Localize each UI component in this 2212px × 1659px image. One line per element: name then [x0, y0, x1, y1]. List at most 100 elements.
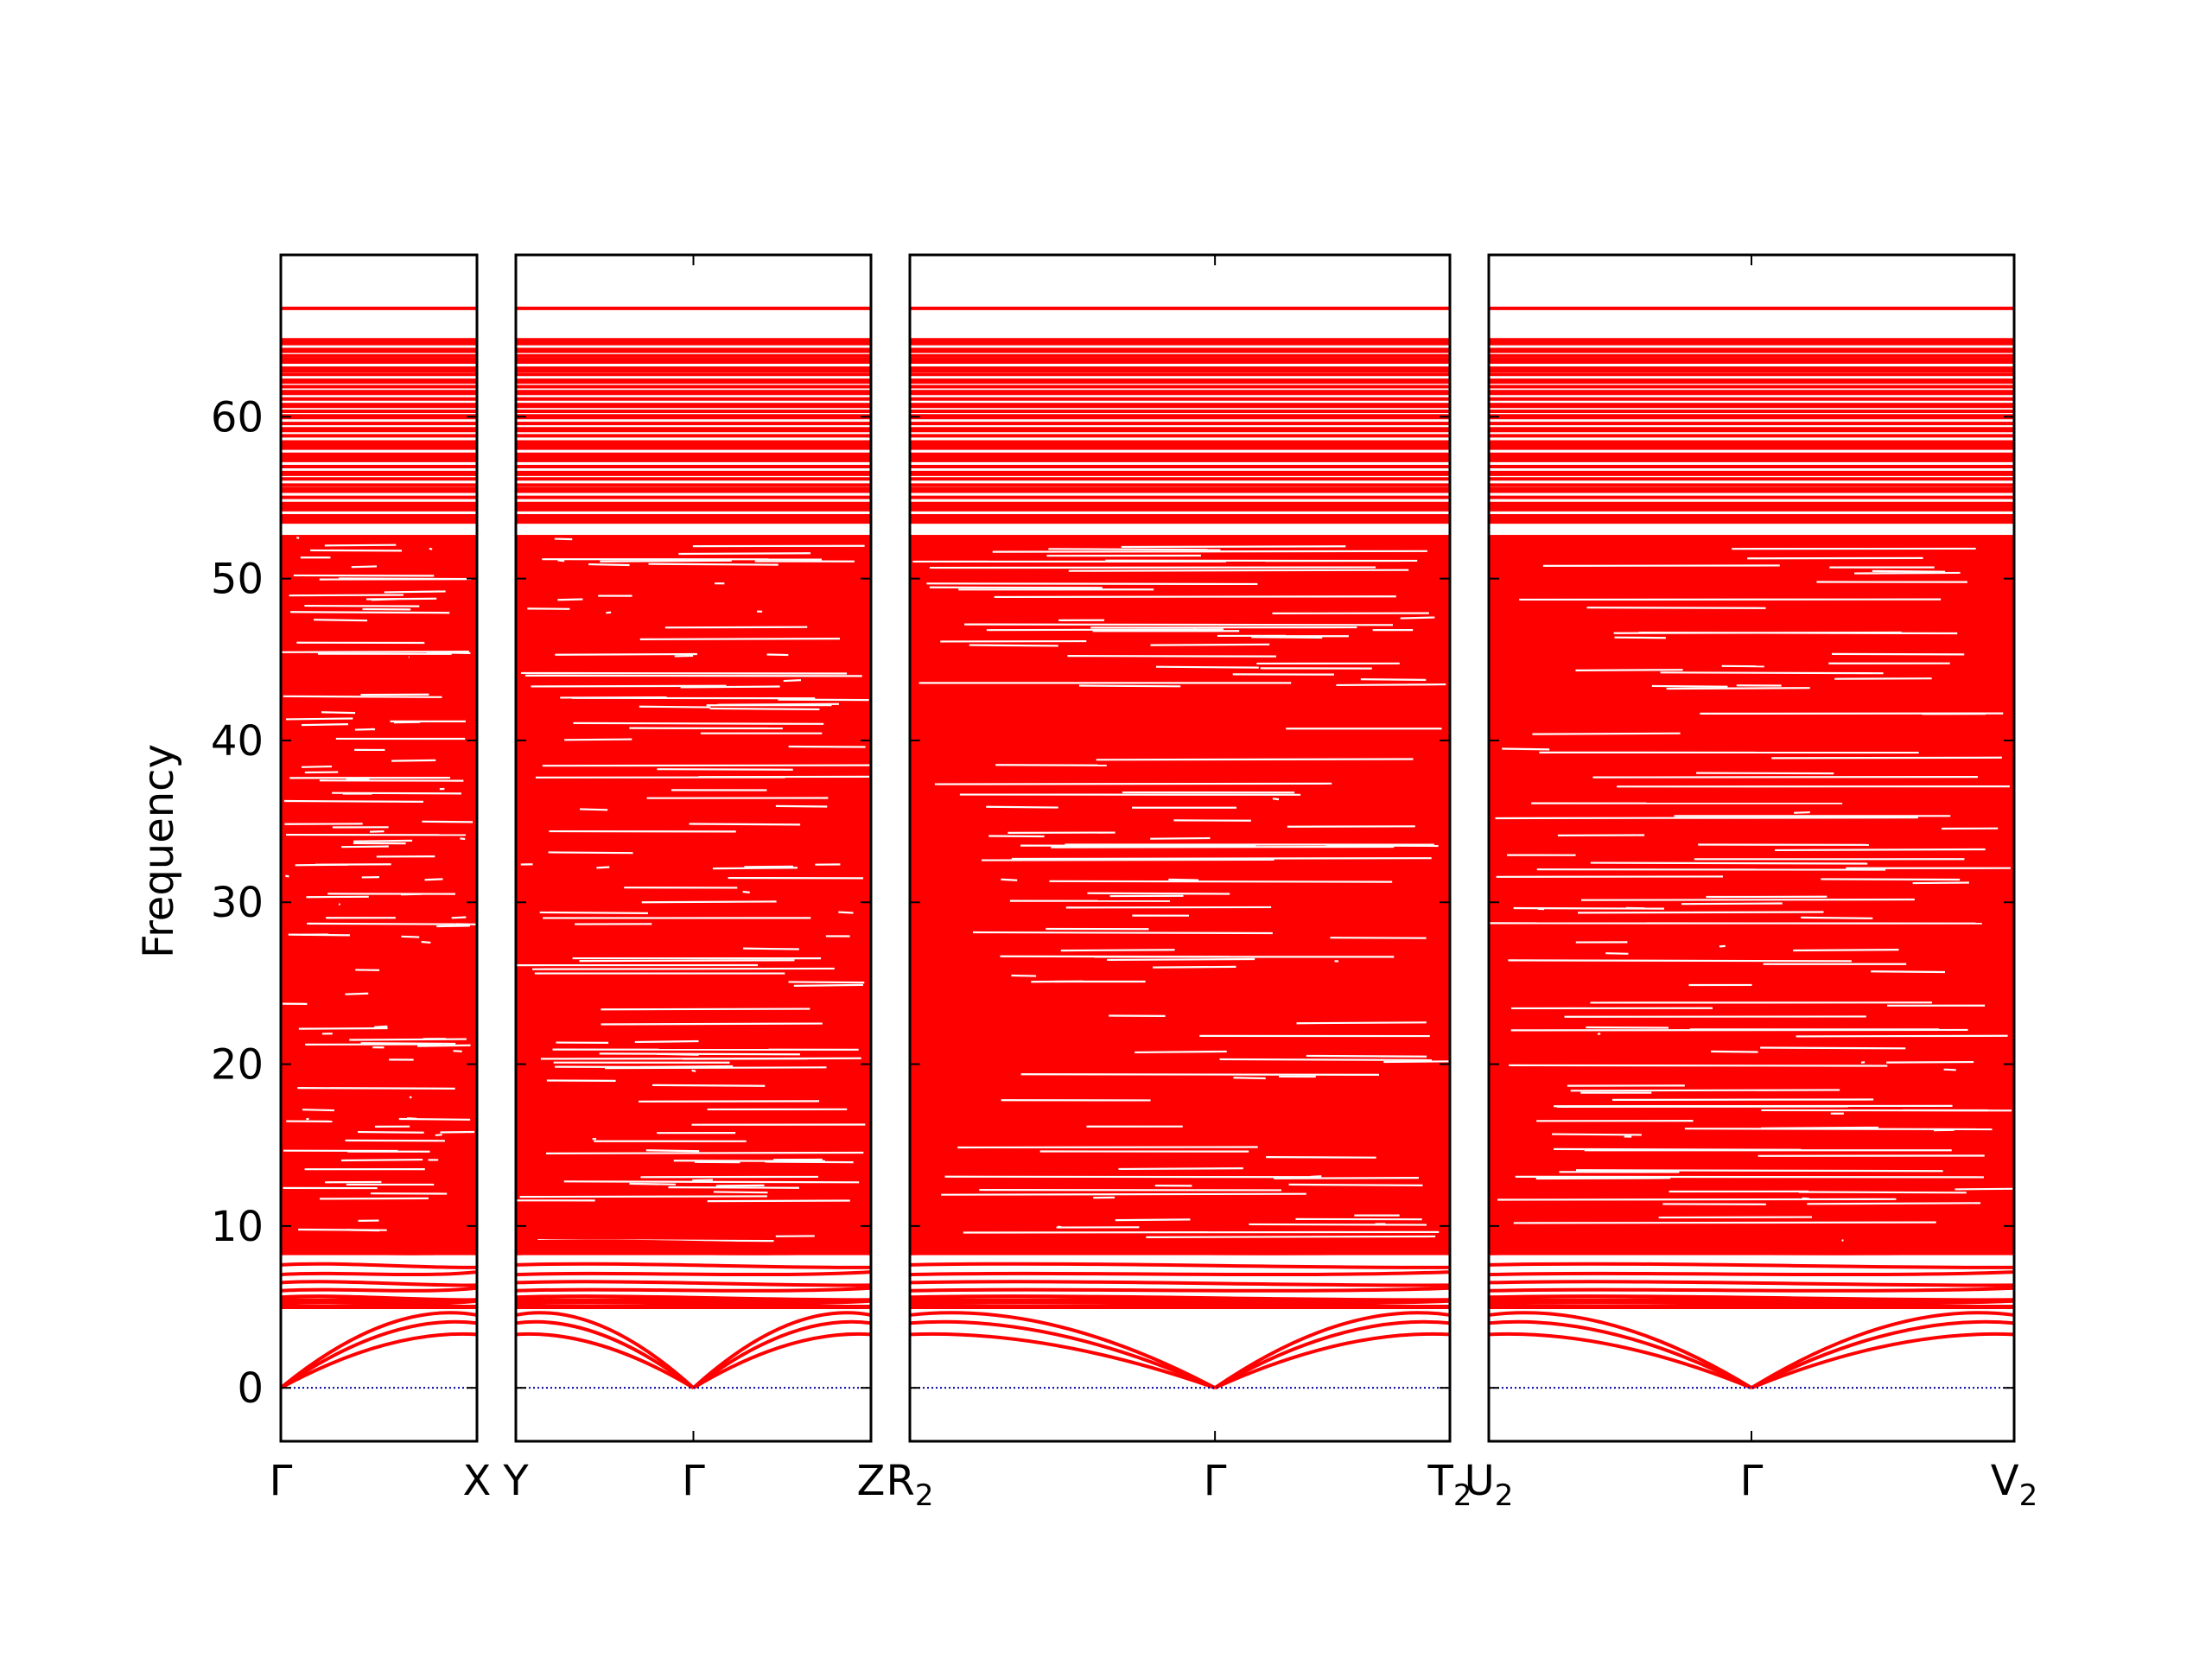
optical-band-line: [516, 1239, 871, 1247]
band-gap-streak: [283, 695, 442, 698]
y-axis-label: Frequency: [135, 744, 183, 958]
band-gap-streak: [519, 1195, 767, 1198]
band-gap-streak: [1681, 902, 1783, 906]
band-gap-streak: [986, 805, 1058, 809]
optical-band-line: [910, 1239, 1450, 1247]
band-gap-streak: [629, 1182, 677, 1185]
band-gap-streak: [1841, 1239, 1844, 1242]
band-gap-streak: [680, 685, 780, 689]
band-gap-streak: [689, 823, 801, 826]
band-gap-streak: [285, 874, 289, 878]
optical-band-line: [1489, 1249, 2014, 1255]
band-gap-streak: [554, 537, 573, 541]
y-tick-label: 20: [211, 1041, 264, 1090]
band-gap-streak: [765, 1160, 854, 1164]
band-gap-streak: [641, 900, 777, 904]
band-gap-streak: [539, 911, 649, 914]
band-gap-streak: [1515, 1175, 1985, 1179]
band-gap-streak: [531, 684, 727, 688]
optical-band-line: [281, 1286, 477, 1293]
optical-band-line: [281, 1239, 477, 1247]
band-gap-streak: [563, 1180, 860, 1184]
band-gap-streak: [319, 1197, 429, 1200]
band-gap-streak: [963, 1230, 1440, 1234]
band-gap-streak: [743, 947, 799, 950]
band-gap-streak: [365, 597, 437, 601]
optical-band-line: [516, 1286, 871, 1293]
band-gap-streak: [384, 590, 446, 594]
band-gap-streak: [1272, 798, 1280, 801]
band-gap-streak: [289, 594, 404, 597]
band-gap-streak: [393, 721, 421, 724]
y-tick-label: 0: [237, 1364, 264, 1413]
optical-band-line: [910, 1262, 1450, 1269]
optical-band-line: [516, 1249, 871, 1255]
acoustic-branch: [516, 1319, 695, 1389]
band-gap-streak: [1087, 892, 1230, 895]
acoustic-branch: [910, 1311, 1217, 1389]
band-gap-streak: [934, 782, 1332, 785]
band-gap-streak: [1586, 607, 1766, 609]
band-gap-streak: [1400, 616, 1435, 620]
optical-band-line: [1489, 1262, 2014, 1269]
band-gap-streak: [1383, 1060, 1450, 1064]
y-tick-label: 10: [211, 1203, 264, 1251]
band-gap-streak: [1233, 1077, 1266, 1080]
acoustic-branch: [1489, 1311, 1753, 1389]
y-axis: 0 10 20 30 40 50 60: [211, 393, 264, 1413]
band-gap-streak: [297, 1087, 455, 1090]
band-gap-streak: [1774, 848, 1986, 852]
band-gap-streak: [972, 931, 1273, 935]
acoustic-branch: [692, 1332, 871, 1389]
band-gap-streak: [601, 1022, 823, 1026]
band-gap-streak: [306, 1117, 309, 1121]
band-gap-streak: [664, 626, 808, 629]
band-gap-streak: [332, 791, 461, 795]
band-gap-streak: [1684, 1128, 1993, 1131]
acoustic-branch: [1751, 1332, 2014, 1390]
x-tick-label: X: [463, 1457, 492, 1505]
band-gap-streak: [1760, 1046, 1906, 1050]
band-gap-streak: [301, 765, 333, 768]
band-gap-streak: [429, 547, 433, 550]
band-gap-streak: [409, 1096, 412, 1099]
band-gap-streak: [1509, 1064, 1888, 1067]
band-gap-streak: [304, 604, 420, 607]
band-gap-streak: [692, 1179, 713, 1182]
band-gap-streak: [1508, 959, 1852, 963]
band-gap-streak: [1590, 861, 1868, 865]
band-gap-streak: [424, 878, 443, 881]
band-gap-streak: [555, 652, 697, 656]
band-gap-streak: [460, 837, 466, 841]
band-gap-streak: [1219, 1058, 1432, 1061]
band-gap-streak: [1592, 775, 1978, 779]
band-gap-streak: [341, 845, 389, 849]
panel-frame: [908, 253, 1452, 1443]
optical-band-line: [516, 1262, 871, 1269]
band-gap-streak: [1586, 1026, 1669, 1029]
band-gap-streak: [1155, 665, 1259, 669]
band-panel-3: R2 Γ T2: [887, 253, 1471, 1513]
optical-band-line: [516, 1270, 871, 1277]
optical-band-line: [1489, 1280, 2014, 1287]
band-gap-streak: [783, 679, 802, 683]
optical-band-line: [281, 1280, 477, 1287]
x-tick-label: Γ: [270, 1457, 293, 1505]
optical-band-line: [516, 1280, 871, 1287]
band-gap-streak: [422, 820, 474, 823]
band-gap-streak: [1794, 810, 1810, 814]
y-tick-label: 40: [211, 717, 264, 766]
band-lines: [910, 306, 1450, 1390]
band-gap-streak: [1860, 1061, 1866, 1064]
band-gap-streak: [668, 1186, 799, 1189]
band-gap-streak: [296, 536, 300, 539]
band-gap-streak: [1554, 1147, 1802, 1151]
optical-band-line: [910, 1270, 1450, 1277]
band-lines: [281, 306, 477, 1389]
band-gap-streak: [707, 1199, 850, 1203]
band-gap-streak: [1660, 671, 1884, 675]
optical-band-line: [516, 1299, 871, 1306]
band-gap-streak: [1580, 898, 1915, 901]
band-gap-streak: [657, 768, 793, 771]
band-gap-streak: [557, 559, 565, 563]
